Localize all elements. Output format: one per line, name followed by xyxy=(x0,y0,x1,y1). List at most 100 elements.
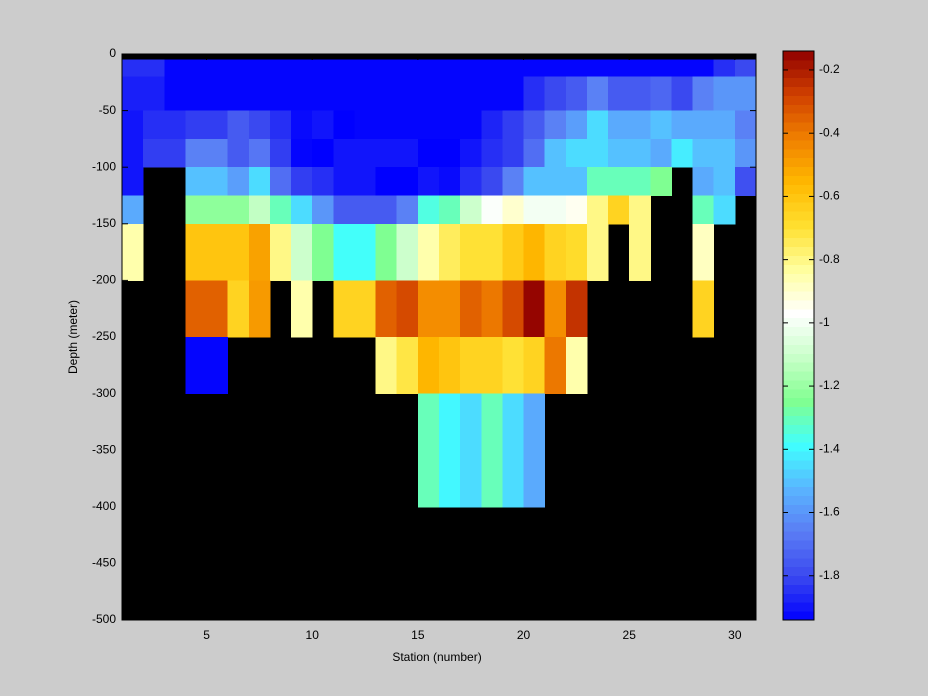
y-tick-label: -250 xyxy=(92,329,116,343)
heat-cell xyxy=(650,167,672,196)
colorbar-segment xyxy=(783,371,814,381)
y-tick-label: -450 xyxy=(92,556,116,570)
heat-cell xyxy=(164,138,186,168)
heat-cell xyxy=(439,393,461,508)
heat-cell xyxy=(523,280,546,338)
heat-cell xyxy=(565,76,588,112)
heat-cell xyxy=(608,138,630,168)
heat-cell xyxy=(523,223,546,281)
heat-cell xyxy=(375,280,398,338)
heat-cell xyxy=(248,59,271,78)
heat-cell xyxy=(122,138,144,168)
heat-cell xyxy=(523,59,546,78)
heat-cell xyxy=(206,59,229,78)
heat-cell xyxy=(206,76,229,112)
heat-cell xyxy=(502,138,525,168)
colorbar-segment xyxy=(783,344,814,354)
colorbar-segment xyxy=(783,442,814,452)
colorbar-segment xyxy=(783,566,814,577)
heat-cell xyxy=(248,110,271,140)
x-tick-label: 20 xyxy=(517,628,531,642)
heat-cell xyxy=(713,138,736,168)
heat-cell xyxy=(565,223,588,281)
heat-cell xyxy=(291,59,313,78)
heat-cell xyxy=(650,110,672,140)
heat-cell xyxy=(671,110,694,140)
x-axis-label: Station (number) xyxy=(392,650,481,664)
heat-cell xyxy=(734,110,757,140)
heat-cell xyxy=(417,138,440,168)
y-tick-label: -100 xyxy=(92,159,116,173)
heat-cell xyxy=(185,138,208,168)
colorbar-segment xyxy=(783,228,814,239)
colorbar-segment xyxy=(783,104,814,114)
colorbar-tick-label: -1.6 xyxy=(819,505,840,519)
heat-cell xyxy=(375,59,398,78)
heat-cell xyxy=(460,110,482,140)
heat-cell xyxy=(481,167,503,196)
heat-cell xyxy=(481,393,503,508)
heat-cell xyxy=(185,195,208,225)
y-tick-label: 0 xyxy=(109,46,116,60)
heat-cell xyxy=(439,195,461,225)
colorbar-segment xyxy=(783,51,814,61)
heat-cell xyxy=(544,76,567,112)
heat-cell xyxy=(375,195,398,225)
heat-cell xyxy=(164,76,186,112)
heat-cell xyxy=(523,76,546,112)
colorbar-segment xyxy=(783,486,814,497)
heat-cell xyxy=(629,110,651,140)
heat-cell xyxy=(375,76,398,112)
heat-cell xyxy=(713,167,736,196)
heat-cell xyxy=(206,167,229,196)
heat-cell xyxy=(713,76,736,112)
heat-cell xyxy=(608,195,630,225)
heat-cell xyxy=(439,138,461,168)
heat-cell xyxy=(502,393,525,508)
colorbar-segment xyxy=(783,59,814,70)
heat-cell xyxy=(164,59,186,78)
heat-cell xyxy=(375,223,398,281)
heat-cell xyxy=(375,110,398,140)
colorbar-tick-label: -0.6 xyxy=(819,189,840,203)
colorbar-segment xyxy=(783,308,814,319)
heat-cell xyxy=(439,337,461,395)
heat-cell xyxy=(185,337,208,395)
y-tick-label: -200 xyxy=(92,273,116,287)
heat-cell xyxy=(417,223,440,281)
colorbar-segment xyxy=(783,273,814,283)
heat-cell xyxy=(544,337,567,395)
heat-cell xyxy=(227,280,250,338)
colorbar-segment xyxy=(783,95,814,105)
heat-cell xyxy=(248,167,271,196)
heat-cell xyxy=(396,337,419,395)
colorbar-segment xyxy=(783,175,814,185)
heat-cell xyxy=(650,76,672,112)
colorbar-segment xyxy=(783,264,814,274)
heat-cell xyxy=(671,138,694,168)
colorbar-segment xyxy=(783,584,814,594)
heat-cell xyxy=(417,59,440,78)
colorbar-segment xyxy=(783,406,814,417)
heat-cell xyxy=(502,280,525,338)
heat-cell xyxy=(481,337,503,395)
heat-cell xyxy=(460,138,482,168)
heat-cell xyxy=(565,280,588,338)
heat-cell xyxy=(460,393,482,508)
heat-cell xyxy=(523,337,546,395)
heat-cell xyxy=(608,167,630,196)
heat-cell xyxy=(713,195,736,225)
heat-cell xyxy=(396,59,419,78)
heat-cell xyxy=(143,138,165,168)
colorbar-segment xyxy=(783,468,814,479)
heat-cell xyxy=(354,223,377,281)
heat-cell xyxy=(608,76,630,112)
x-tick-label: 25 xyxy=(623,628,637,642)
heat-cell xyxy=(460,76,482,112)
heat-cell xyxy=(269,167,292,196)
heat-cell xyxy=(227,110,250,140)
colorbar-segment xyxy=(783,86,814,96)
colorbar-segment xyxy=(783,122,814,132)
heat-cell xyxy=(375,167,398,196)
heat-cell xyxy=(248,223,271,281)
